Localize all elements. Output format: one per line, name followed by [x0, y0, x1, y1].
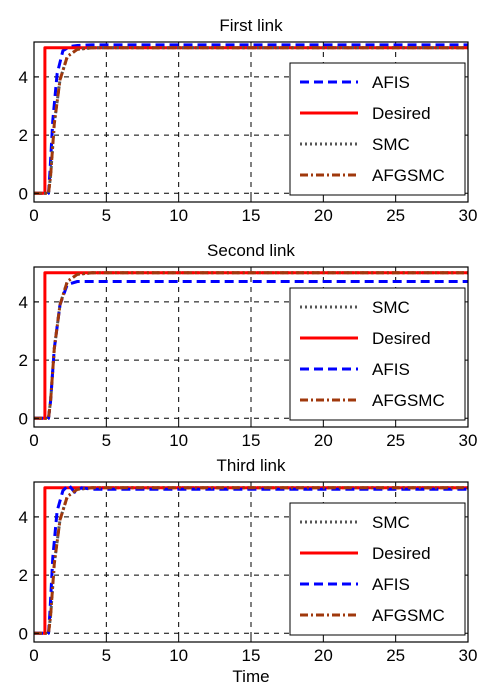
legend-label: SMC — [372, 135, 410, 154]
y-tick-label: 2 — [19, 566, 28, 585]
legend-box — [289, 62, 466, 196]
y-tick-label: 0 — [19, 624, 28, 643]
legend-box — [289, 502, 466, 636]
legend-label: AFIS — [372, 360, 410, 379]
x-tick-label: 20 — [314, 646, 333, 665]
x-tick-label: 5 — [102, 431, 111, 450]
x-tick-label: 15 — [242, 431, 261, 450]
y-tick-label: 4 — [19, 508, 28, 527]
legend-label: AFGSMC — [372, 391, 445, 410]
series-line — [34, 486, 468, 635]
x-tick-label: 10 — [169, 646, 188, 665]
legend-label: AFIS — [372, 73, 410, 92]
x-tick-label: 10 — [169, 431, 188, 450]
series-line — [34, 271, 468, 420]
y-tick-label: 0 — [19, 409, 28, 428]
legend: AFIS Desired SMC AFGSMC — [289, 62, 466, 196]
legend-label: AFGSMC — [372, 166, 445, 185]
legend-label: AFIS — [372, 575, 410, 594]
x-tick-label: 0 — [29, 206, 38, 225]
legend-label: Desired — [372, 329, 431, 348]
x-tick-label: 0 — [29, 646, 38, 665]
chart-title: Second link — [207, 241, 295, 260]
chart-title: First link — [219, 16, 283, 35]
legend: SMC Desired AFIS AFGSMC — [289, 287, 466, 421]
x-tick-label: 0 — [29, 431, 38, 450]
x-tick-label: 25 — [386, 431, 405, 450]
x-tick-label: 30 — [459, 206, 478, 225]
x-tick-label: 30 — [459, 431, 478, 450]
x-tick-label: 15 — [242, 646, 261, 665]
legend: SMC Desired AFIS AFGSMC — [289, 502, 466, 636]
legend-label: SMC — [372, 298, 410, 317]
x-axis-label: Time — [232, 667, 269, 684]
y-tick-label: 2 — [19, 351, 28, 370]
y-tick-label: 2 — [19, 126, 28, 145]
x-tick-label: 25 — [386, 646, 405, 665]
legend-label: Desired — [372, 104, 431, 123]
chart-panel-2: Second link 0 5 10 15 20 25 30 0 2 4 SMC Desired AFIS… — [19, 241, 478, 450]
x-tick-label: 20 — [314, 206, 333, 225]
x-tick-label: 25 — [386, 206, 405, 225]
x-tick-label: 5 — [102, 646, 111, 665]
y-tick-label: 4 — [19, 293, 28, 312]
chart-panel-3: Third link 0 5 10 15 20 25 30 0 2 4 Time SMC Desired A… — [19, 456, 478, 686]
legend-box — [289, 287, 466, 421]
x-tick-label: 10 — [169, 206, 188, 225]
chart-title: Third link — [217, 456, 286, 475]
series-line — [34, 43, 468, 195]
x-tick-label: 20 — [314, 431, 333, 450]
legend-label: SMC — [372, 513, 410, 532]
x-tick-label: 30 — [459, 646, 478, 665]
y-tick-label: 0 — [19, 184, 28, 203]
x-tick-label: 15 — [242, 206, 261, 225]
legend-label: AFGSMC — [372, 606, 445, 625]
series-line — [34, 46, 468, 195]
y-tick-label: 4 — [19, 68, 28, 87]
x-tick-label: 5 — [102, 206, 111, 225]
legend-label: Desired — [372, 544, 431, 563]
